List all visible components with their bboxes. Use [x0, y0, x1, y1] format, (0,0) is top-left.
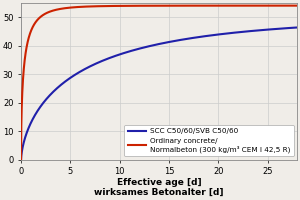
X-axis label: Effective age [d]
wirksames Betonalter [d]: Effective age [d] wirksames Betonalter […	[94, 178, 224, 197]
Legend: SCC C50/60/SVB C50/60, Ordinary concrete/
Normalbeton (300 kg/m³ CEM I 42,5 R): SCC C50/60/SVB C50/60, Ordinary concrete…	[124, 125, 294, 156]
